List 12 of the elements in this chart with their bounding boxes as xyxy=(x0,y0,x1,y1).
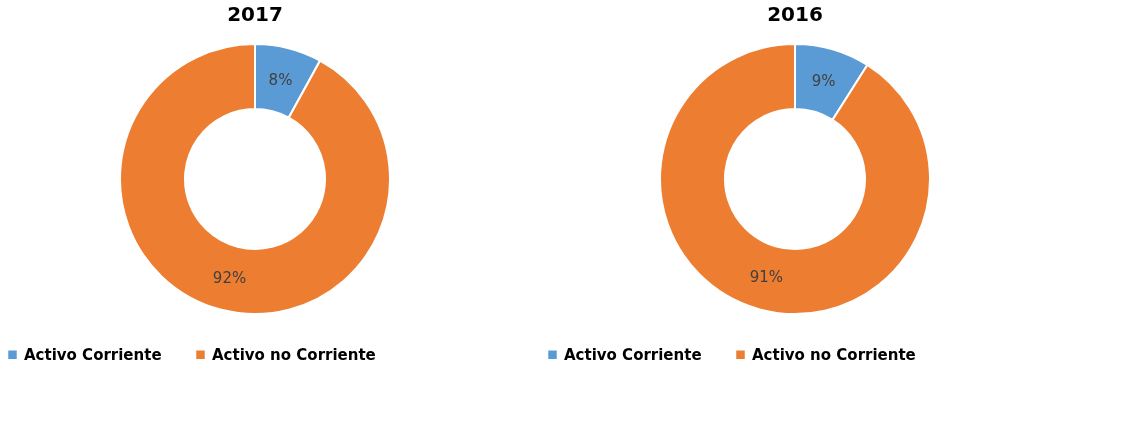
data-label: 92% xyxy=(212,269,247,288)
data-label: 91% xyxy=(749,268,784,287)
donut-slice xyxy=(119,43,391,315)
chart-title: 2017 xyxy=(227,2,283,26)
legend-label: Activo Corriente xyxy=(24,345,162,364)
donut-slice xyxy=(659,43,931,315)
chart-title: 2016 xyxy=(767,2,823,26)
legend-label: Activo no Corriente xyxy=(752,345,916,364)
legend-label: Activo no Corriente xyxy=(212,345,376,364)
data-label: 9% xyxy=(811,71,836,90)
data-label: 8% xyxy=(268,70,293,89)
legend-label: Activo Corriente xyxy=(564,345,702,364)
